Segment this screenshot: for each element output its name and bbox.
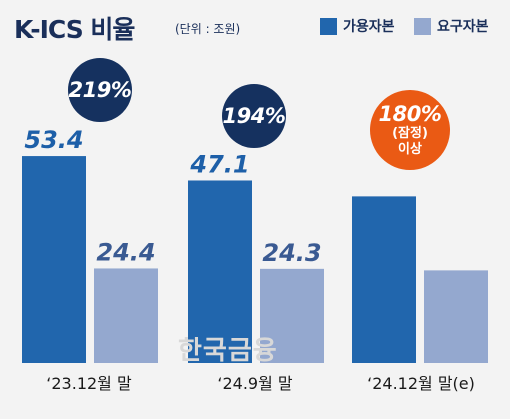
ratio-bubble-2412: 180% (잠정) 이상 <box>370 90 450 170</box>
x-tick-label-2409: ‘24.9월 말 <box>217 374 293 393</box>
ratio-note: (잠정) 이상 <box>392 126 428 157</box>
chart-title: K-ICS 비율 <box>14 15 135 44</box>
watermark-text: 한국금융 <box>178 336 278 366</box>
ratio-value: 180% <box>378 102 442 126</box>
legend-swatch-available <box>320 17 337 35</box>
bar-available-1 <box>188 180 252 363</box>
ratio-value: 219% <box>68 78 132 102</box>
ratio-bubble-2312: 219% <box>68 58 132 122</box>
x-tick-label-2412: ‘24.12월 말(e) <box>367 374 475 393</box>
x-tick-label-2312: ‘23.12월 말 <box>46 374 132 393</box>
data-label-available-1: 47.1 <box>189 150 249 178</box>
bar-available-0 <box>22 156 86 363</box>
bar-required-2 <box>424 270 488 363</box>
bar-available-2 <box>352 196 416 363</box>
legend-label-available: 가용자본 <box>343 19 395 35</box>
unit-note: (단위 : 조원) <box>175 22 241 36</box>
legend-swatch-required <box>414 17 431 35</box>
bar-required-1 <box>260 268 324 363</box>
legend-item-available: 가용자본 <box>320 16 395 36</box>
data-label-available-0: 53.4 <box>24 126 83 154</box>
ratio-value: 194% <box>222 104 286 128</box>
bar-required-0 <box>94 268 158 363</box>
legend-label-required: 요구자본 <box>437 19 489 35</box>
data-label-required-0: 24.4 <box>96 238 155 266</box>
data-label-required-1: 24.3 <box>262 239 321 267</box>
ratio-bubble-2409: 194% <box>222 84 286 148</box>
legend-item-required: 요구자본 <box>414 16 489 36</box>
